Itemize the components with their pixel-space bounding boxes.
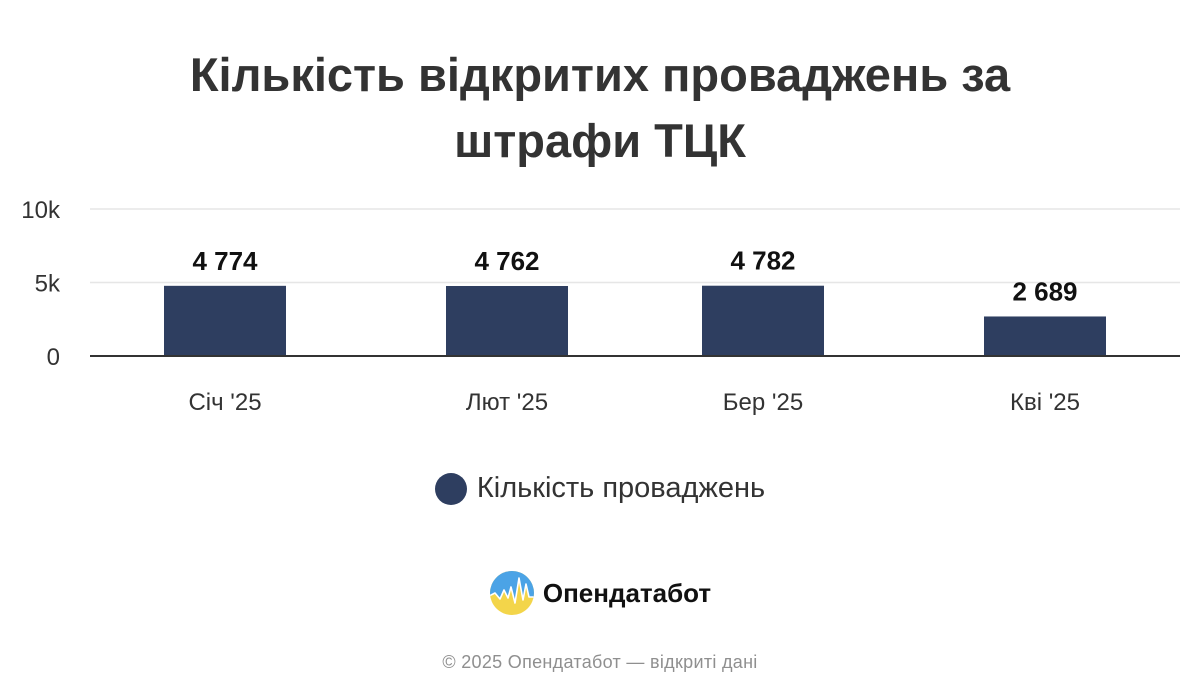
data-label: 4 774	[192, 246, 258, 276]
brand: Опендатабот	[0, 570, 1200, 616]
footer-copyright: © 2025 Опендатабот — відкриті дані	[442, 652, 758, 672]
bar	[164, 285, 286, 356]
brand-name: Опендатабот	[542, 577, 712, 608]
data-label: 4 762	[474, 246, 539, 276]
y-tick-label: 5k	[35, 271, 61, 298]
x-tick-label: Січ '25	[188, 389, 261, 416]
bar-chart: 0 5k 10k 4 774 Січ '25 4 762 Лют '25 4 782 Бер '…	[21, 197, 1180, 416]
chart-title: Кількість відкритих проваджень за штрафи…	[0, 42, 1200, 174]
x-tick-label: Кві '25	[1010, 389, 1080, 416]
chart-title-line-2: штрафи ТЦК	[454, 114, 746, 167]
bar	[984, 316, 1106, 356]
legend-swatch	[434, 472, 467, 505]
chart-title-line-1: Кількість відкритих проваджень за	[189, 48, 1011, 101]
chart-legend[interactable]: Кількість проваджень	[0, 472, 1200, 505]
legend-label: Кількість проваджень	[476, 472, 766, 504]
data-label: 4 782	[730, 246, 795, 276]
bar	[702, 285, 824, 356]
x-tick-label: Бер '25	[723, 389, 803, 416]
bar	[446, 285, 568, 356]
opendatabot-logo-icon	[489, 571, 534, 615]
y-tick-label: 10k	[21, 197, 61, 224]
x-tick-label: Лют '25	[466, 389, 548, 416]
y-tick-label: 0	[47, 344, 60, 371]
data-label: 2 689	[1012, 276, 1077, 306]
